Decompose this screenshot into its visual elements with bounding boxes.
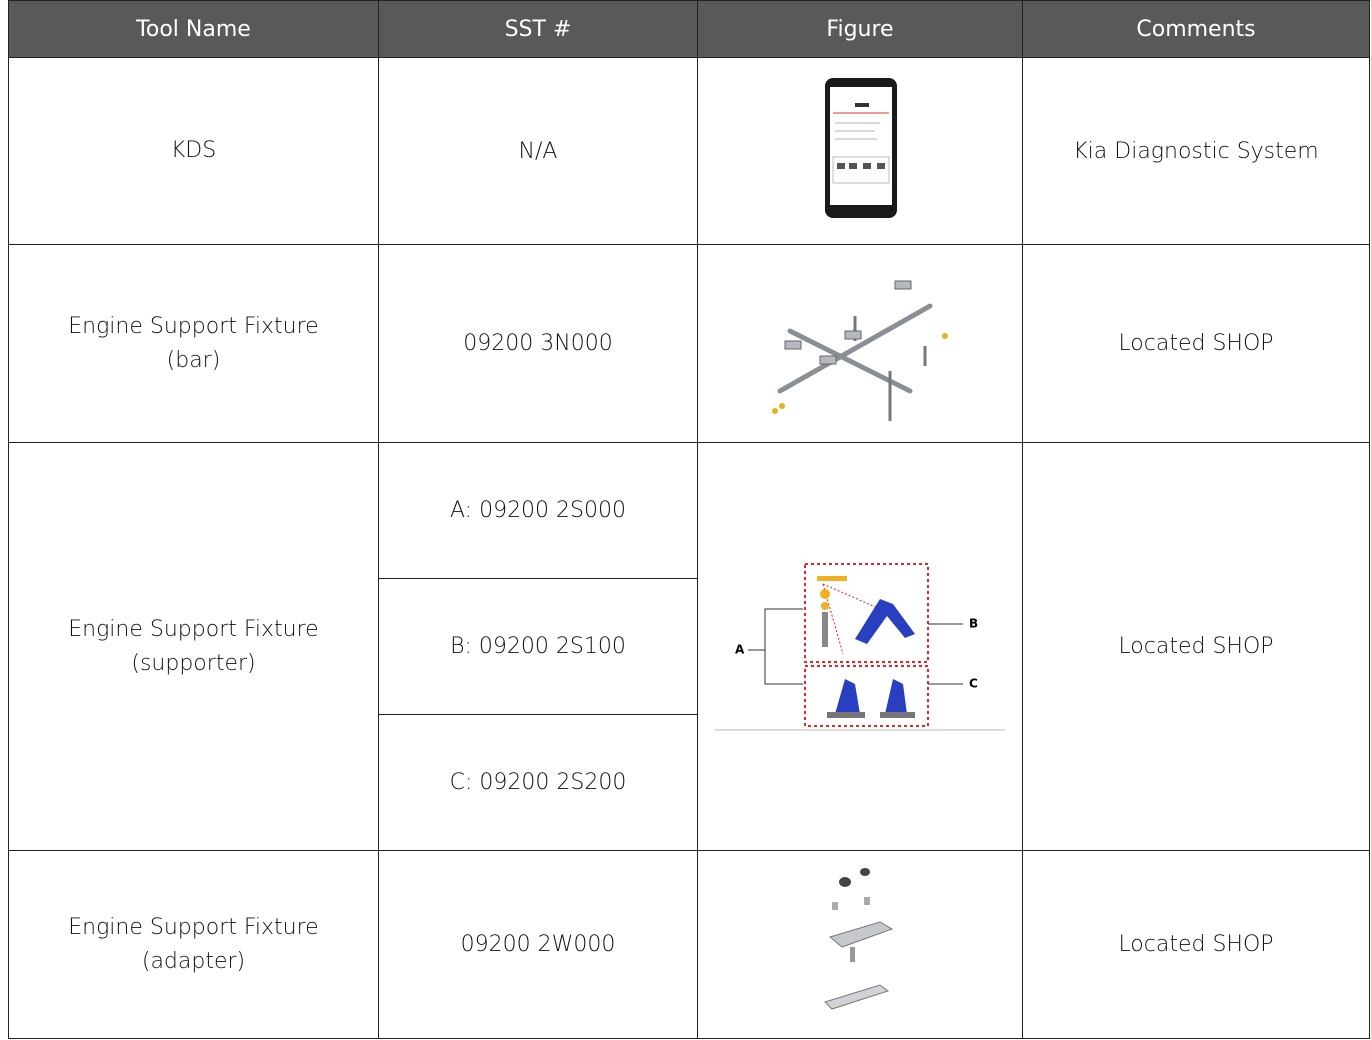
tool-name: Engine Support Fixture (adapter) [8,850,379,1039]
sst: 09200 3N000 [378,244,698,443]
tools-table: Tool Name SST # Figure Comments KDS N/A … [8,0,1370,1039]
figure: A B C [697,442,1023,851]
tablet-figure [825,78,897,218]
adapter-figure [824,867,894,1010]
text: (supporter) [131,650,256,676]
row: Engine Support Fixture (adapter) 09200 2W… [8,850,1370,1039]
header-cell: Comments [1022,0,1370,58]
row: Engine Support Fixture (bar) 09200 3N000 … [8,244,1370,443]
sst: A: 09200 2S000 [378,442,698,579]
figure [697,850,1023,1039]
figure-label: C [969,676,978,690]
comments: Kia Diagnostic System [1022,57,1370,245]
sst: B: 09200 2S100 [378,578,698,715]
sst: 09200 2W000 [378,850,698,1039]
text: KDS [170,138,217,163]
row: KDS N/A Kia Diagnostic System [8,57,1370,245]
figure [697,244,1023,443]
header-row: Tool Name SST # Figure Comments [8,0,1370,58]
text: (bar) [166,347,221,373]
row: Engine Support Fixture (supporter) A: 092… [8,442,1370,851]
sst: N/A [378,57,698,245]
header-cell: Figure [697,0,1023,58]
text: Engine Support Fixture [68,914,319,940]
header-cell: Tool Name [8,0,379,58]
row: B: 09200 2S100 [9,578,1370,715]
text: (adapter) [141,948,246,974]
row: C: 09200 2S200 [9,714,1370,851]
figure-label: A [735,642,745,656]
figure [697,57,1023,245]
header-cell: SST # [378,0,698,58]
bar-figure [772,280,948,421]
tool-name: KDS [8,57,379,245]
comments: Located SHOP [1022,244,1370,443]
comments: Located SHOP [1022,442,1370,851]
tool-name: Engine Support Fixture (supporter) [8,442,379,851]
text: Engine Support Fixture [68,313,319,339]
figure-label: B [969,616,978,630]
supporter-figure: A B C [715,562,1005,730]
text: Engine Support Fixture [68,616,319,642]
sst: C: 09200 2S200 [378,714,698,851]
tool-name: Engine Support Fixture (bar) [8,244,379,443]
comments: Located SHOP [1022,850,1370,1039]
